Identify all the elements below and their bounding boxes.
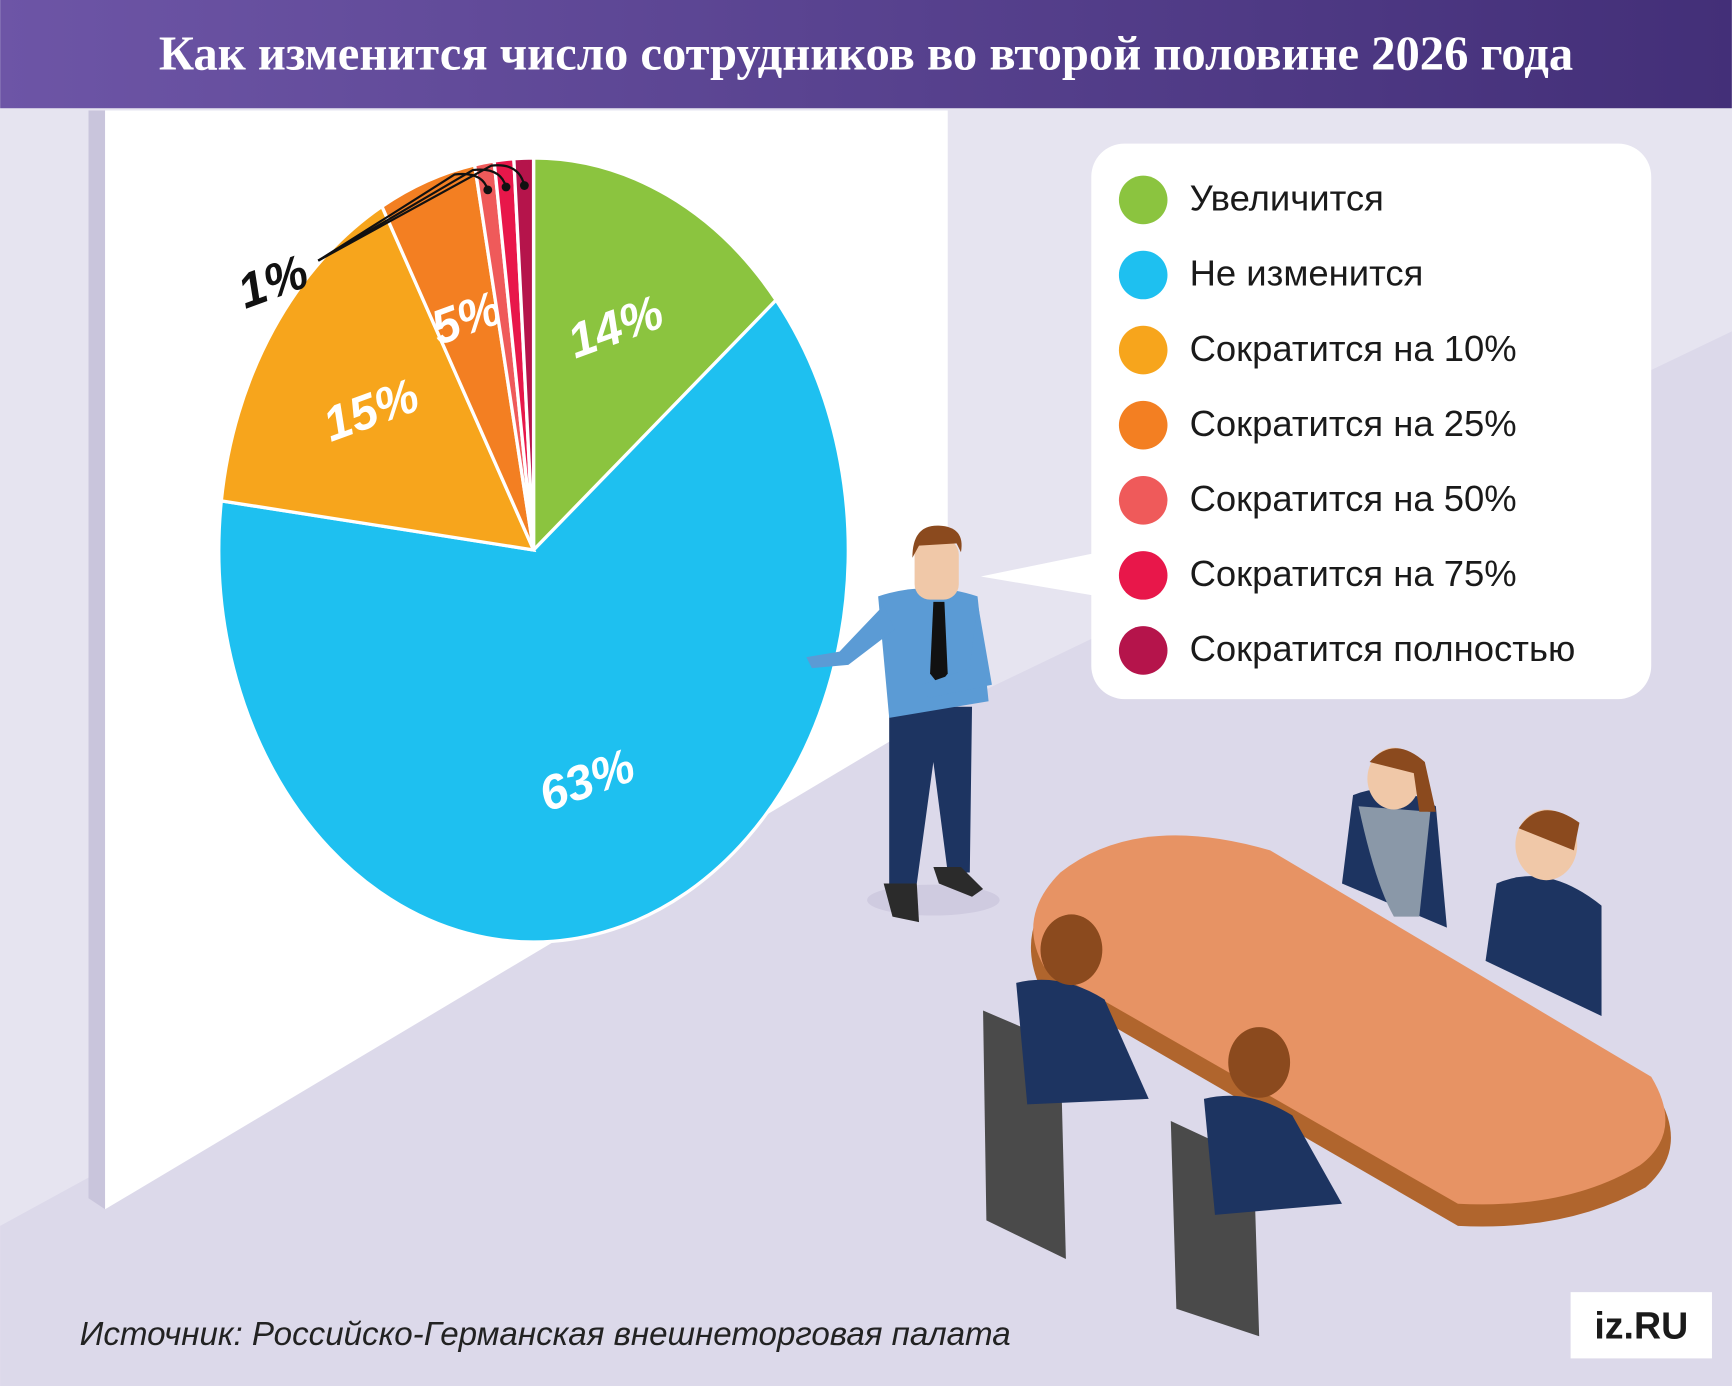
title-bar	[0, 0, 1732, 109]
legend-swatch	[1118, 475, 1168, 525]
legend-label: Сократится на 25%	[1190, 403, 1517, 444]
legend-label: Не изменится	[1190, 253, 1424, 294]
legend-label: Сократится полностью	[1190, 628, 1576, 669]
meeting	[983, 747, 1671, 1337]
legend: Увеличится Не изменится Сократится на 10% С…	[1118, 175, 1576, 675]
legend-swatch	[1118, 551, 1168, 600]
legend-swatch	[1118, 250, 1168, 300]
pie-slice	[512, 156, 536, 551]
bubble-tail	[980, 552, 1100, 597]
wall-edge	[88, 110, 106, 1210]
legend-swatch	[1118, 400, 1168, 450]
legend-label: Сократится на 10%	[1190, 328, 1517, 369]
chart-title: Как изменится число сотрудников во второ…	[159, 27, 1573, 81]
legend-label: Сократится на 50%	[1190, 478, 1517, 519]
pie-slice	[217, 297, 850, 944]
legend-box	[1091, 143, 1652, 700]
source: Источник: Российско-Германская внешнетор…	[80, 1316, 1011, 1353]
legend-swatch	[1118, 175, 1168, 225]
leader-dot	[501, 182, 511, 192]
presenter	[806, 525, 1000, 923]
legend-swatch	[1118, 626, 1168, 675]
legend-label: Сократится на 75%	[1190, 553, 1517, 594]
logo-box	[1570, 1292, 1712, 1359]
legend-label: Увеличится	[1190, 178, 1384, 219]
leader-line	[317, 164, 526, 262]
pie: 14%63%15%5%1%	[217, 156, 850, 944]
legend-swatch	[1118, 325, 1168, 375]
leader-dot	[519, 181, 529, 190]
pie-slice	[531, 156, 779, 555]
logo: iz.RU	[1594, 1305, 1688, 1347]
pie-slice	[219, 203, 537, 553]
leader-dot	[483, 185, 493, 195]
